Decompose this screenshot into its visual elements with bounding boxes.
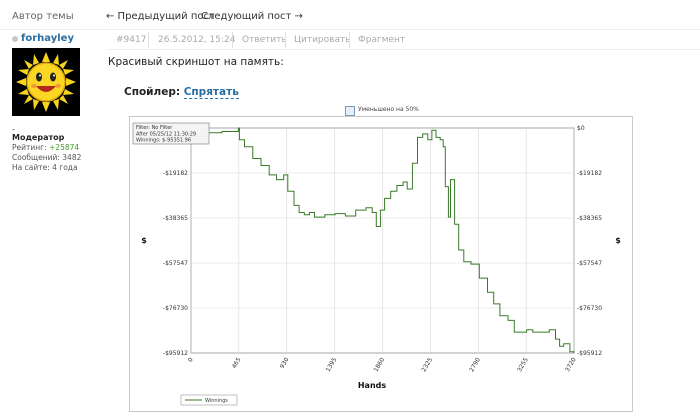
y-tick-label-right: -$19182 <box>577 170 602 177</box>
x-tick-label: 930 <box>279 356 291 370</box>
fragment-button[interactable]: Фрагмент <box>358 35 406 45</box>
x-tick-label: 0 <box>187 356 195 363</box>
rating-label: Рейтинг: <box>12 143 50 152</box>
author-role: Модератор <box>12 133 65 142</box>
x-tick-label: 1860 <box>373 356 387 373</box>
post-number[interactable]: #9417 <box>116 35 147 45</box>
prev-post-link[interactable]: ← Предыдущий пост <box>106 11 215 22</box>
y-tick-label-right: -$57547 <box>577 260 602 267</box>
topic-author-label: Автор темы <box>12 11 74 22</box>
y-axis-title-right: $ <box>615 236 621 245</box>
y-tick-label-left: -$38365 <box>163 215 188 222</box>
x-tick-label: 2325 <box>420 356 434 373</box>
post-text: Красивый скриншот на память: <box>108 56 284 68</box>
x-tick-label: 465 <box>231 356 243 370</box>
sun-avatar-icon <box>12 48 80 116</box>
chart-legend: Winnings <box>180 394 238 406</box>
spoiler-header: Спойлер: Спрятать <box>124 86 239 99</box>
author-messages: Сообщений: 3482 <box>12 153 82 162</box>
meta-divider <box>232 32 233 48</box>
author-avatar[interactable] <box>12 48 80 116</box>
chart-grid <box>190 127 575 354</box>
x-tick-label: 3255 <box>516 356 530 373</box>
y-tick-label-left: -$76730 <box>163 305 188 312</box>
y-tick-label-left: -$57547 <box>163 260 188 267</box>
legend-box <box>180 394 238 406</box>
y-tick-label-right: -$76730 <box>577 305 602 312</box>
spoiler-colon: : <box>175 86 184 98</box>
y-tick-label-left: -$19182 <box>163 170 188 177</box>
spoiler-hide-link[interactable]: Спрятать <box>183 86 239 99</box>
info-box-line: Winnings: $-95351.96 <box>136 138 191 144</box>
author-rating: Рейтинг: +25874 <box>12 143 79 152</box>
winnings-chart[interactable]: $0 $0 -$19182 -$19182 -$38365 -$38365 -$57547 -… <box>129 116 633 412</box>
x-tick-label: 1395 <box>325 356 339 373</box>
online-status-icon <box>12 36 18 42</box>
resize-icon[interactable] <box>345 106 355 116</box>
resize-note[interactable]: Уменьшено на 50% <box>358 106 419 113</box>
info-box-line: After 05/25/12 11:30:29 <box>136 131 196 137</box>
chart-lines <box>191 127 575 353</box>
info-box-line: Filter: No Filter <box>136 125 173 131</box>
y-tick-label-left: -$95912 <box>163 350 188 357</box>
y-tick-label-right: $0 <box>577 125 585 132</box>
info-box-bg <box>132 122 210 145</box>
author-username[interactable]: forhayley <box>21 33 74 44</box>
rating-value: +25874 <box>49 143 80 152</box>
chart-svg: $0 $0 -$19182 -$19182 -$38365 -$38365 -$57547 -… <box>132 122 621 406</box>
x-axis-title: Hands <box>358 381 387 390</box>
reply-button[interactable]: Ответить <box>242 35 287 45</box>
y-tick-label-right: -$38365 <box>577 215 602 222</box>
post-datetime: 26.5.2012, 15:24 <box>158 35 236 45</box>
role-dash: - <box>12 125 15 134</box>
author-on-site: На сайте: 4 года <box>12 163 78 172</box>
y-tick-label-right: -$95912 <box>577 350 602 357</box>
top-bar <box>0 0 700 30</box>
quote-button[interactable]: Цитировать <box>294 35 351 45</box>
meta-divider <box>285 32 286 48</box>
x-tick-label: 2790 <box>468 356 482 373</box>
y-axis-title-left: $ <box>141 236 147 245</box>
spoiler-label: Спойлер <box>124 86 176 98</box>
chart-ticks: $0$0-$19182-$19182-$38365-$38365-$57547-… <box>163 125 602 373</box>
legend-label: Winnings <box>205 398 228 404</box>
series-line-winnings <box>191 127 575 353</box>
next-post-link[interactable]: Следующий пост → <box>201 11 303 22</box>
header-divider <box>0 29 700 30</box>
meta-divider <box>349 32 350 48</box>
meta-divider <box>148 32 149 48</box>
post-meta-bar <box>108 31 700 50</box>
x-tick-label: 3720 <box>564 356 578 373</box>
